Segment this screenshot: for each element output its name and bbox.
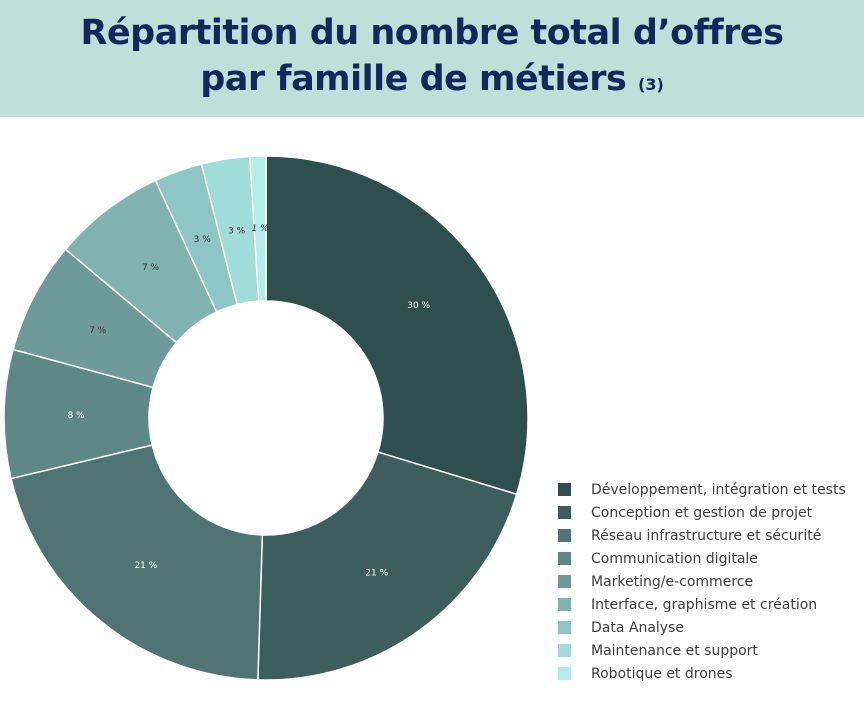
data-label-communication-digitale: 8 %: [67, 411, 85, 421]
legend-swatch: [558, 529, 571, 542]
chart-legend: Développement, intégration et tests Conce…: [558, 478, 846, 685]
legend-item-reseau-infrastructure-et-securite[interactable]: Réseau infrastructure et sécurité: [558, 524, 846, 547]
legend-item-developpement-integration-et-tests[interactable]: Développement, intégration et tests: [558, 478, 846, 501]
donut-chart: 30 % 21 % 21 % 8 % 7 % 7 % 3 % 3 % 1 %: [3, 155, 529, 681]
legend-label: Data Analyse: [591, 619, 684, 636]
legend-swatch: [558, 598, 571, 611]
data-label-developpement-integration-et-tests: 30 %: [407, 301, 430, 311]
legend-label: Robotique et drones: [591, 665, 733, 682]
legend-item-data-analyse[interactable]: Data Analyse: [558, 616, 846, 639]
legend-swatch: [558, 552, 571, 565]
legend-swatch: [558, 506, 571, 519]
legend-swatch: [558, 483, 571, 496]
chart-title-line-2: par famille de métiers (3): [200, 56, 664, 108]
legend-item-maintenance-et-support[interactable]: Maintenance et support: [558, 639, 846, 662]
slice-developpement-integration-et-tests: [265, 155, 529, 496]
data-label-marketing-e-commerce: 7 %: [89, 326, 107, 336]
data-label-interface-graphisme-et-creation: 7 %: [142, 263, 160, 273]
data-label-maintenance-et-support: 3 %: [228, 226, 246, 236]
footnote-marker: (3): [638, 74, 664, 94]
title-banner: Répartition du nombre total d’offres par…: [0, 0, 864, 117]
legend-label: Marketing/e-commerce: [591, 573, 754, 590]
legend-label: Réseau infrastructure et sécurité: [591, 527, 822, 544]
data-label-conception-et-gestion-de-projet: 21 %: [365, 568, 388, 578]
slice-reseau-infrastructure-et-securite: [10, 444, 264, 681]
legend-label: Maintenance et support: [591, 642, 758, 659]
chart-title-line-1: Répartition du nombre total d’offres: [80, 12, 784, 53]
legend-item-communication-digitale[interactable]: Communication digitale: [558, 547, 846, 570]
legend-item-robotique-et-drones[interactable]: Robotique et drones: [558, 662, 846, 685]
legend-swatch: [558, 644, 571, 657]
data-label-robotique-et-drones: 1 %: [252, 224, 269, 234]
data-label-data-analyse: 3 %: [194, 235, 212, 245]
legend-item-conception-et-gestion-de-projet[interactable]: Conception et gestion de projet: [558, 501, 846, 524]
slice-robotique-et-drones: [248, 155, 267, 303]
legend-swatch: [558, 575, 571, 588]
data-label-reseau-infrastructure-et-securite: 21 %: [134, 561, 157, 571]
legend-label: Développement, intégration et tests: [591, 481, 846, 498]
legend-swatch: [558, 667, 571, 680]
legend-item-marketing-e-commerce[interactable]: Marketing/e-commerce: [558, 570, 846, 593]
chart-title-text: par famille de métiers: [200, 58, 627, 99]
legend-label: Conception et gestion de projet: [591, 504, 813, 521]
legend-label: Communication digitale: [591, 550, 758, 567]
legend-item-interface-graphisme-et-creation[interactable]: Interface, graphisme et création: [558, 593, 846, 616]
slice-conception-et-gestion-de-projet: [257, 451, 518, 681]
legend-swatch: [558, 621, 571, 634]
legend-label: Interface, graphisme et création: [591, 596, 818, 613]
